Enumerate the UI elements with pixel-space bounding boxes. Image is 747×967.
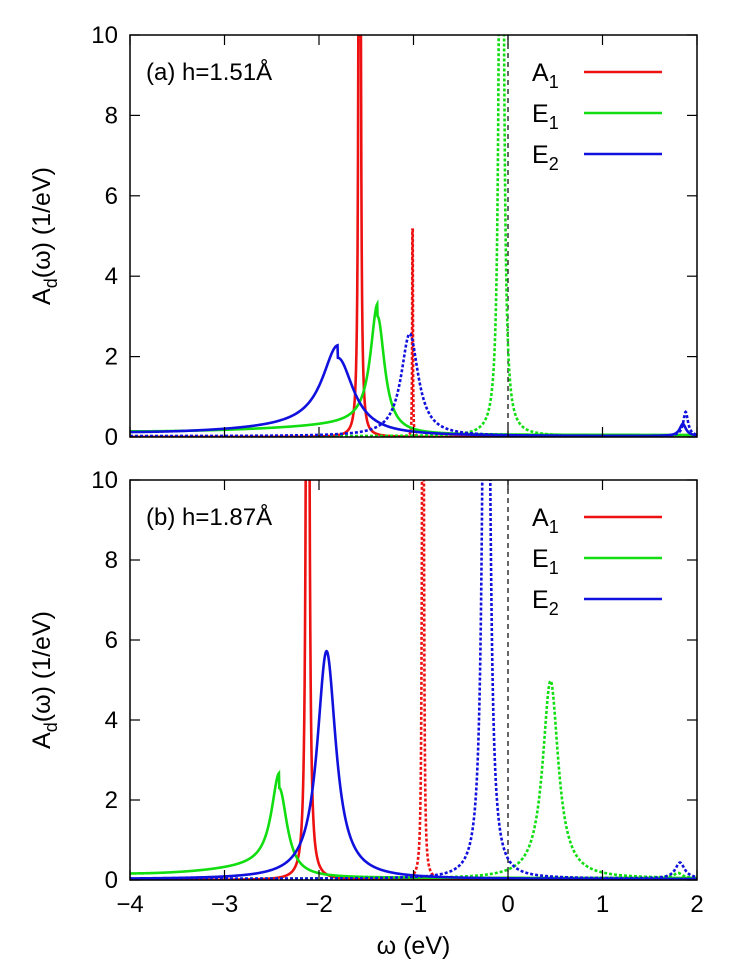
y-axis-label: Ad(ω) (1/eV) xyxy=(28,611,61,749)
series-a1-dashed-line xyxy=(130,228,697,437)
x-tick-label: 2 xyxy=(690,891,703,918)
y-tick-label: 0 xyxy=(105,424,118,451)
legend-label: A1 xyxy=(532,59,559,92)
legend-entry-e1: E1 xyxy=(532,100,662,133)
panel-a: 0 2 4 6 8 10 (a) h=1.51Å Ad(ω) (1/eV) A1 E1 E2 xyxy=(28,22,698,451)
legend-label: E1 xyxy=(532,545,559,578)
x-tick-label: 0 xyxy=(501,891,514,918)
series-e1-dashed-line xyxy=(130,679,697,880)
y-tick-label: 4 xyxy=(105,263,118,290)
legend-entry-a1: A1 xyxy=(532,504,662,537)
y-tick-label: 2 xyxy=(105,787,118,814)
y-tick-label: 10 xyxy=(91,22,118,49)
panel-b: 0 2 4 6 8 10 −4 −3 −2 −1 0 1 2 (b) h=1.87Å Ad(ω) (1/eV… xyxy=(28,467,704,960)
x-tick-label: −1 xyxy=(400,891,427,918)
y-tick-label: 6 xyxy=(105,183,118,210)
panel-label: (b) h=1.87Å xyxy=(146,503,272,531)
legend-entry-e1: E1 xyxy=(532,545,662,578)
y-tick-label: 0 xyxy=(105,867,118,894)
y-tick-label: 2 xyxy=(105,344,118,371)
legend-label: E2 xyxy=(532,586,559,619)
legend-label: E2 xyxy=(532,141,559,174)
series-e2-solid-line xyxy=(130,649,697,880)
series-e2-dashed-line xyxy=(130,480,697,880)
x-tick-label: −2 xyxy=(305,891,332,918)
legend-label: A1 xyxy=(532,504,559,537)
panel-label: (a) h=1.51Å xyxy=(146,58,272,86)
plot-frame xyxy=(129,479,698,881)
legend-entry-e2: E2 xyxy=(532,141,662,174)
legend-entry-e2: E2 xyxy=(532,586,662,619)
y-tick-label: 8 xyxy=(105,102,118,129)
series-a1-dashed-line xyxy=(130,480,697,880)
y-tick-label: 10 xyxy=(91,467,118,494)
series-e1-solid-line xyxy=(130,769,697,880)
y-tick-label: 8 xyxy=(105,547,118,574)
x-tick-label: 1 xyxy=(596,891,609,918)
y-axis-label: Ad(ω) (1/eV) xyxy=(28,167,61,305)
curves xyxy=(130,480,697,880)
legend-label: E1 xyxy=(532,100,559,133)
series-a1-solid-line xyxy=(130,480,697,880)
y-tick-label: 6 xyxy=(105,627,118,654)
y-tick-label: 4 xyxy=(105,707,118,734)
x-axis-label: ω (eV) xyxy=(377,932,451,960)
x-tick-label: −3 xyxy=(211,891,238,918)
x-tick-label: −4 xyxy=(116,891,143,918)
legend-entry-a1: A1 xyxy=(532,59,662,92)
